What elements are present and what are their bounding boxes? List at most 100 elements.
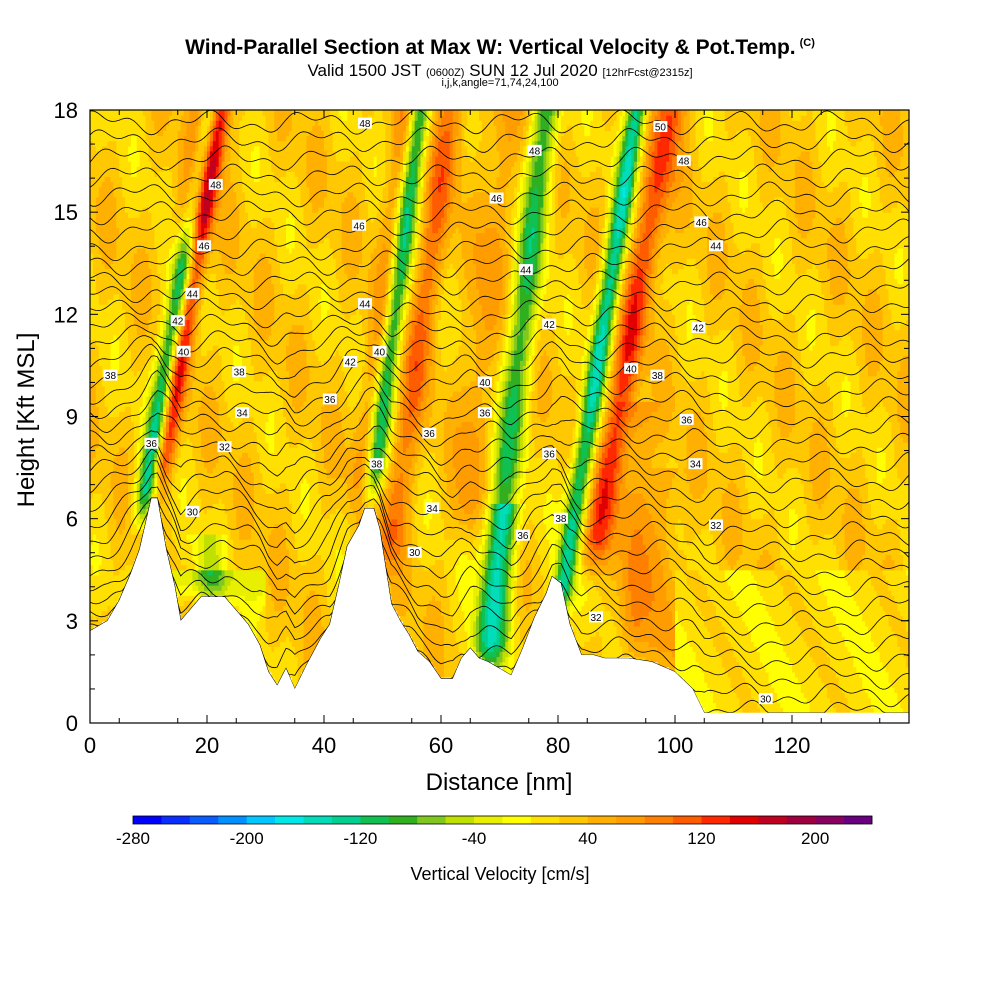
colorbar-title: Vertical Velocity [cm/s]	[410, 864, 589, 884]
contour-label-bg	[232, 366, 247, 378]
y-tick-label: 3	[66, 609, 78, 634]
theta-contour-line	[90, 439, 909, 511]
x-tick-label: 20	[195, 733, 219, 758]
contour-label-bg	[515, 529, 530, 541]
contour-label-bg	[176, 345, 191, 357]
contour-label: 44	[710, 242, 722, 253]
theta-contour-line	[90, 217, 909, 244]
colorbar-tick-label: -40	[462, 829, 487, 848]
contour-label: 36	[479, 409, 491, 420]
colorbar-swatch	[502, 816, 532, 824]
valid-zulu: (0600Z)	[426, 67, 465, 79]
contour-label: 36	[681, 415, 693, 426]
theta-contour-line	[90, 485, 909, 583]
contour-label-bg	[527, 144, 542, 156]
contour-label: 36	[146, 439, 158, 450]
contour-label: 36	[544, 449, 556, 460]
theta-contour-line	[90, 460, 909, 546]
y-tick-label: 18	[54, 98, 78, 123]
contour-label: 42	[693, 323, 705, 334]
theta-contour-line	[90, 386, 909, 458]
colorbar-swatch	[815, 816, 844, 824]
copyright-mark: (C)	[800, 37, 815, 49]
contour-label: 38	[234, 368, 246, 379]
x-tick-label: 120	[774, 733, 811, 758]
contour-label-bg	[357, 298, 372, 310]
contour-label-bg	[624, 362, 639, 374]
theta-contour-line	[90, 235, 909, 262]
colorbar-tick-label: 200	[801, 829, 829, 848]
contour-label-bg	[103, 369, 118, 381]
contour-labels: 48 50 48 48 46 48 46 46 46 44 44 44 44 42 42 42 40 40 42 40…	[103, 117, 773, 706]
contour-label: 32	[710, 521, 722, 532]
contour-label: 40	[178, 347, 190, 358]
theta-contour-line	[90, 145, 909, 172]
colorbar-swatch	[644, 816, 674, 824]
theta-contour-line	[90, 497, 909, 601]
contour-label-bg	[708, 240, 723, 252]
theta-contour-line	[90, 472, 909, 565]
colorbar-swatch	[275, 816, 304, 824]
theta-contour-line	[90, 343, 909, 404]
contour-label-bg	[758, 693, 773, 705]
contour-label: 44	[187, 289, 199, 300]
contour-label: 32	[590, 613, 602, 624]
contour-label: 38	[371, 460, 383, 471]
contour-label: 48	[529, 146, 541, 157]
contour-label: 48	[359, 119, 371, 130]
contour-label-bg	[322, 393, 337, 405]
y-tick-label: 12	[54, 302, 78, 327]
contour-label-bg	[407, 546, 422, 558]
x-axis-label: Distance [nm]	[426, 769, 573, 796]
contour-label: 46	[199, 242, 211, 253]
colorbar-swatch	[360, 816, 390, 824]
valid-date: SUN 12 Jul 2020	[469, 61, 598, 80]
colorbar-swatch	[530, 816, 560, 824]
x-tick-label: 80	[546, 733, 570, 758]
contour-label-bg	[589, 611, 604, 623]
contour-label-bg	[489, 192, 504, 204]
colorbar-tick-label: 40	[578, 829, 597, 848]
theta-contour-line	[90, 448, 909, 529]
colorbar-swatch	[587, 816, 617, 824]
contour-label-bg	[369, 458, 384, 470]
chart-subtitle: Valid 1500 JST (0600Z) SUN 12 Jul 2020 […	[0, 61, 1000, 81]
y-tick-label: 0	[66, 711, 78, 736]
colorbar-swatch	[843, 816, 873, 824]
contour-label: 30	[187, 507, 199, 518]
contour-label-bg	[553, 512, 568, 524]
colorbar-swatch	[161, 816, 191, 824]
theta-contour-line	[90, 355, 909, 421]
contour-label-bg	[235, 407, 250, 419]
contour-label-bg	[422, 427, 437, 439]
x-tick-label: 60	[429, 733, 453, 758]
colorbar-tick-label: -280	[116, 829, 150, 848]
y-tick-label: 9	[66, 405, 78, 430]
contour-label: 38	[555, 514, 567, 525]
contour-label: 42	[345, 358, 357, 369]
contour-label-bg	[185, 505, 200, 517]
colorbar-swatch	[673, 816, 702, 824]
contour-label: 48	[210, 180, 222, 191]
x-tick-label: 40	[312, 733, 336, 758]
colorbar-swatch	[189, 816, 219, 824]
colorbar-swatch	[133, 816, 162, 824]
contour-label: 38	[652, 371, 664, 382]
colorbar-swatch	[701, 816, 731, 824]
contour-label-bg	[357, 117, 372, 129]
contour-label: 42	[172, 317, 184, 328]
contour-label-bg	[708, 519, 723, 531]
contour-label: 44	[520, 266, 532, 277]
contour-label-bg	[343, 356, 358, 368]
x-tick-label: 0	[84, 733, 96, 758]
theta-contour-line	[90, 335, 909, 387]
contour-label-bg	[653, 121, 668, 133]
contour-label-bg	[425, 502, 440, 514]
colorbar-swatch	[559, 816, 589, 824]
theta-contour-line	[90, 497, 909, 619]
colorbar-swatch	[303, 816, 333, 824]
colorbar-swatch	[388, 816, 418, 824]
contour-label-bg	[217, 441, 232, 453]
contour-label: 32	[219, 443, 231, 454]
